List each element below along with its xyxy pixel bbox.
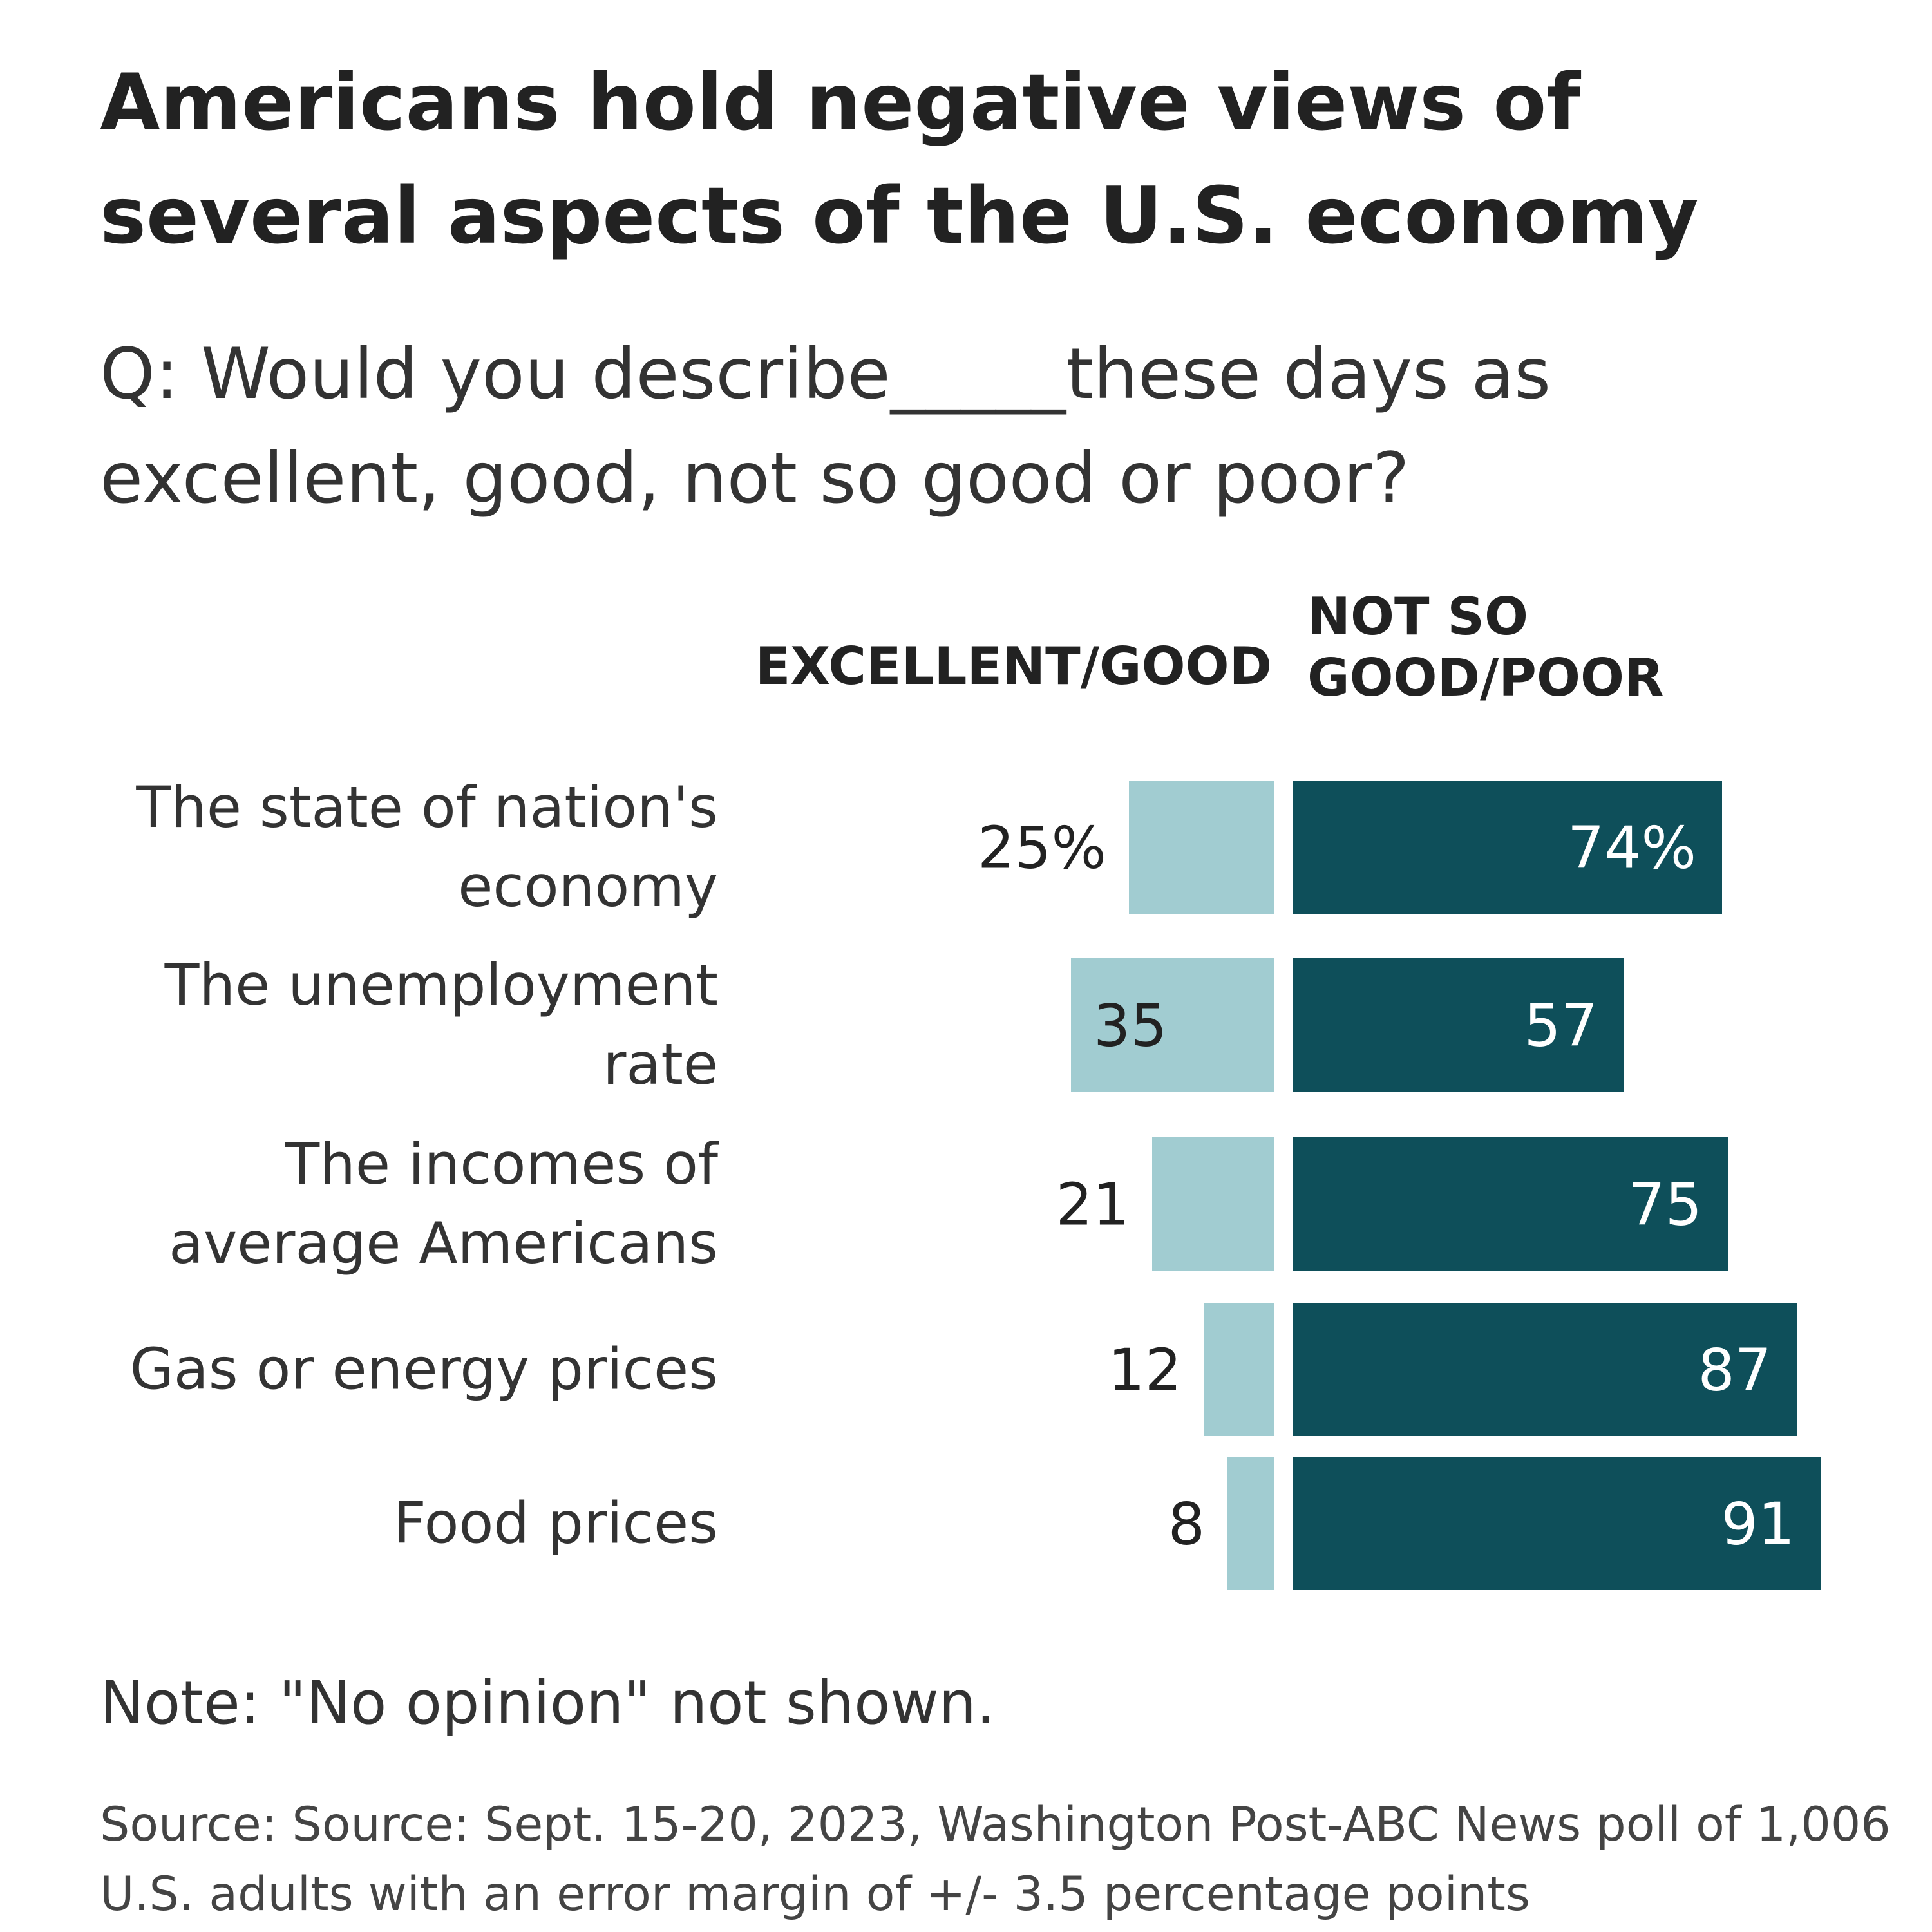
column-header-right: NOT SO GOOD/POOR — [1307, 587, 1664, 708]
category-label-line: Food prices — [393, 1490, 718, 1557]
chart-source: Source: Source: Sept. 15-20, 2023, Washi… — [100, 1797, 1891, 1922]
bar-not-so-good-poor — [1293, 958, 1624, 1092]
category-label-line: The unemployment — [164, 952, 718, 1018]
category-label-line: The state of nation's — [135, 774, 718, 840]
value-label-not-so-good-poor: 74% — [1567, 815, 1696, 882]
category-label-line: average Americans — [169, 1210, 718, 1276]
diverging-bar-chart: EXCELLENT/GOOD NOT SO GOOD/POOR The stat… — [130, 587, 1821, 1590]
bar-excellent-good — [1204, 1303, 1274, 1436]
chart-title: Americans hold negative views of several… — [100, 57, 1699, 261]
column-header-left: EXCELLENT/GOOD — [755, 636, 1272, 696]
bars-group: The state of nation's economy 25% 74% The un… — [130, 774, 1821, 1590]
value-label-not-so-good-poor: 75 — [1628, 1171, 1702, 1239]
value-label-not-so-good-poor: 57 — [1524, 992, 1598, 1060]
bar-not-so-good-poor — [1293, 781, 1722, 914]
bar-excellent-good — [1227, 1457, 1274, 1590]
category-label: The incomes of average Americans — [169, 1131, 719, 1276]
value-label-not-so-good-poor: 87 — [1698, 1337, 1772, 1405]
value-label-excellent-good: 25% — [978, 815, 1106, 882]
bar-excellent-good — [1071, 958, 1274, 1092]
bar-not-so-good-poor — [1293, 1137, 1728, 1271]
category-label: Gas or energy prices — [130, 1336, 718, 1403]
value-label-not-so-good-poor: 91 — [1721, 1491, 1795, 1558]
category-label-line: rate — [603, 1031, 718, 1097]
value-label-excellent-good: 21 — [1056, 1171, 1130, 1239]
value-label-excellent-good: 35 — [1094, 992, 1168, 1060]
bar-not-so-good-poor — [1293, 1303, 1797, 1436]
value-label-excellent-good: 8 — [1168, 1491, 1205, 1558]
chart-subtitle: Q: Would you describe_____these days as … — [100, 333, 1551, 519]
category-label-line: economy — [458, 853, 718, 920]
value-label-excellent-good: 12 — [1108, 1337, 1182, 1405]
column-header-right-line-1: NOT SO — [1307, 587, 1528, 647]
category-label: The state of nation's economy — [135, 774, 718, 920]
bar-not-so-good-poor — [1293, 1457, 1821, 1590]
bar-excellent-good — [1129, 781, 1274, 914]
category-label-line: The incomes of — [284, 1131, 719, 1197]
category-label: Food prices — [393, 1490, 718, 1557]
column-header-right-line-2: GOOD/POOR — [1307, 648, 1664, 708]
bar-excellent-good — [1152, 1137, 1274, 1271]
chart-note: Note: "No opinion" not shown. — [100, 1669, 996, 1738]
category-label-line: Gas or energy prices — [130, 1336, 718, 1403]
category-label: The unemployment rate — [164, 952, 718, 1097]
